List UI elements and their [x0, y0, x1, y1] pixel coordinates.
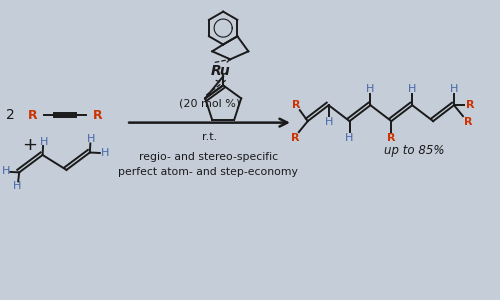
Text: R: R — [464, 117, 472, 127]
Text: H: H — [2, 167, 10, 176]
Text: H: H — [12, 181, 21, 191]
Text: R: R — [92, 109, 102, 122]
Text: R: R — [28, 109, 38, 122]
Text: perfect atom- and step-economy: perfect atom- and step-economy — [118, 167, 298, 177]
Text: R: R — [387, 133, 396, 142]
Text: H: H — [450, 84, 458, 94]
Text: R: R — [466, 100, 474, 110]
Text: H: H — [346, 133, 354, 142]
Text: H: H — [324, 117, 333, 127]
Text: r.t.: r.t. — [202, 132, 218, 142]
Text: regio- and stereo-specific: regio- and stereo-specific — [138, 152, 278, 163]
Text: up to 85%: up to 85% — [384, 143, 445, 157]
Text: R: R — [292, 100, 300, 110]
Text: +: + — [22, 136, 36, 154]
Text: (20 mol %): (20 mol %) — [179, 99, 240, 109]
Text: Ru: Ru — [211, 64, 231, 78]
Text: H: H — [87, 134, 96, 144]
Text: H: H — [366, 84, 374, 94]
Text: R: R — [290, 133, 299, 142]
Text: H: H — [40, 136, 48, 146]
Text: H: H — [100, 148, 109, 158]
Text: 2: 2 — [6, 108, 15, 122]
Text: H: H — [408, 84, 416, 94]
